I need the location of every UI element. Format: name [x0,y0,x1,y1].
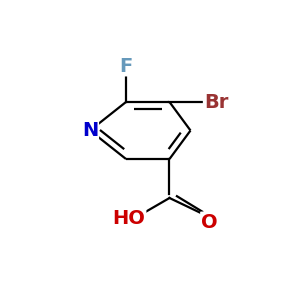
Text: F: F [119,56,133,76]
Text: Br: Br [204,92,228,112]
Text: HO: HO [112,209,146,229]
Text: O: O [201,212,218,232]
Text: N: N [82,121,98,140]
